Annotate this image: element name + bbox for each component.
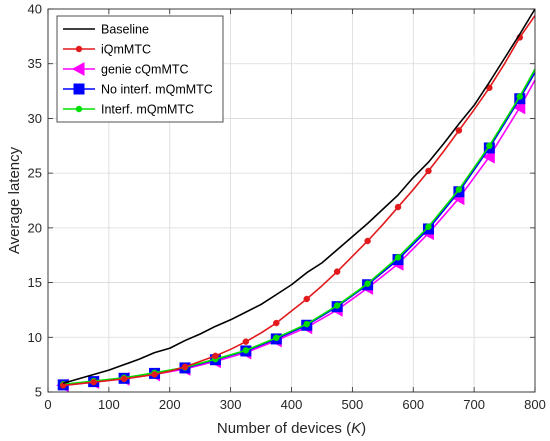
y-tick-label: 10 xyxy=(28,330,42,345)
data-point xyxy=(273,319,280,327)
data-point xyxy=(512,100,526,115)
x-tick-label: 200 xyxy=(159,397,181,412)
x-tick-label: 300 xyxy=(220,397,242,412)
series-line xyxy=(63,15,536,387)
data-point xyxy=(482,149,495,164)
x-tick-label: 600 xyxy=(402,397,424,412)
data-point xyxy=(181,363,189,371)
x-tick-label: 800 xyxy=(524,397,546,412)
y-tick-label: 35 xyxy=(28,56,42,71)
data-point xyxy=(455,186,463,193)
y-tick-label: 30 xyxy=(28,111,42,126)
series-iqmmtc xyxy=(59,15,536,389)
data-point xyxy=(394,254,402,261)
x-axis-label-variable: K xyxy=(351,420,362,437)
data-point xyxy=(333,268,341,275)
y-tick-label: 5 xyxy=(35,385,42,400)
tick-labels: 0 100 200 300 400 500 600 700 800 5 10 15 20 25 30 35 40 xyxy=(28,2,546,413)
x-tick-label: 500 xyxy=(342,397,364,412)
y-tick-label: 20 xyxy=(28,220,42,235)
data-point xyxy=(394,203,402,211)
data-point xyxy=(90,378,97,386)
x-tick-label: 700 xyxy=(463,397,485,412)
x-axis-label-part-1: Number of devices ( xyxy=(217,420,351,437)
legend-entry: Baseline xyxy=(63,23,149,37)
legend-label: No interf. mQmMTC xyxy=(101,83,213,97)
x-axis-label-part-3: ) xyxy=(361,420,366,437)
legend-entry: genie cQmMTC xyxy=(63,62,189,77)
legend-label: iQmMTC xyxy=(101,43,151,57)
data-point xyxy=(303,320,310,328)
legend-entry: No interf. mQmMTC xyxy=(63,83,213,97)
series-layer xyxy=(56,8,536,393)
y-axis-label: Average latency xyxy=(6,146,23,254)
legend-label: Baseline xyxy=(101,23,149,37)
data-point xyxy=(75,45,83,53)
series-baseline xyxy=(62,8,536,385)
data-point xyxy=(242,347,250,354)
legend-label: genie cQmMTC xyxy=(101,63,189,77)
x-tick-label: 400 xyxy=(281,397,303,412)
data-point xyxy=(75,105,83,113)
data-point xyxy=(273,334,280,342)
data-point xyxy=(425,223,432,231)
data-point xyxy=(455,127,463,134)
data-point xyxy=(486,142,493,150)
legend-label: Interf. mQmMTC xyxy=(101,103,194,117)
x-tick-label: 0 xyxy=(44,397,51,412)
series-line xyxy=(62,8,536,385)
axes-box xyxy=(47,8,536,393)
data-point xyxy=(364,237,371,245)
x-axis-label: Number of devices (K) xyxy=(217,420,366,437)
legend-entry: Interf. mQmMTC xyxy=(63,103,194,117)
y-tick-label: 40 xyxy=(28,2,42,17)
axes xyxy=(47,8,536,393)
legend: Baseline iQmMTC genie cQmMTC No interf. mQm… xyxy=(56,15,224,123)
data-point xyxy=(303,295,310,303)
data-point xyxy=(516,93,524,100)
data-point xyxy=(71,62,85,76)
data-point xyxy=(120,375,128,383)
legend-entry: iQmMTC xyxy=(63,43,151,57)
data-point xyxy=(151,371,158,378)
data-point xyxy=(242,338,250,345)
data-point xyxy=(425,167,432,175)
x-tick-label: 100 xyxy=(98,397,120,412)
y-tick-label: 25 xyxy=(28,166,42,181)
data-point xyxy=(333,302,341,309)
data-point xyxy=(364,280,371,287)
y-tick-label: 15 xyxy=(28,275,42,290)
data-point xyxy=(73,83,85,95)
data-point xyxy=(212,352,219,360)
